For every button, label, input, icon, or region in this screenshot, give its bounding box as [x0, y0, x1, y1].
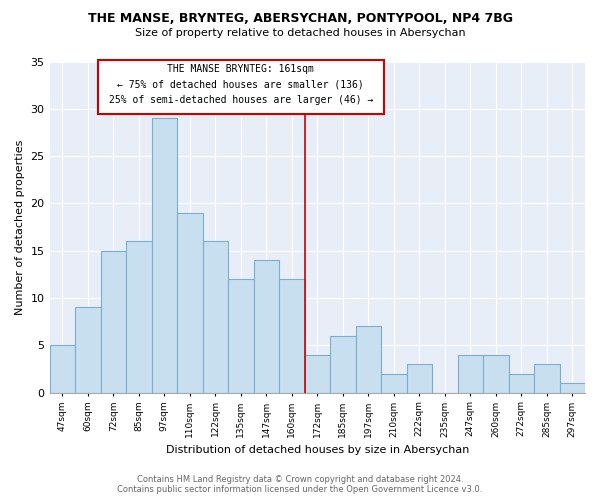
Bar — [381, 374, 407, 392]
Bar — [228, 279, 254, 392]
Bar — [560, 383, 585, 392]
Bar — [509, 374, 534, 392]
Bar — [458, 355, 483, 393]
Bar — [330, 336, 356, 392]
Bar — [75, 308, 101, 392]
X-axis label: Distribution of detached houses by size in Abersychan: Distribution of detached houses by size … — [166, 445, 469, 455]
Bar — [126, 242, 152, 392]
FancyBboxPatch shape — [98, 60, 383, 114]
Y-axis label: Number of detached properties: Number of detached properties — [15, 140, 25, 315]
Bar — [356, 326, 381, 392]
Text: THE MANSE, BRYNTEG, ABERSYCHAN, PONTYPOOL, NP4 7BG: THE MANSE, BRYNTEG, ABERSYCHAN, PONTYPOO… — [88, 12, 512, 26]
Bar — [254, 260, 279, 392]
Bar — [534, 364, 560, 392]
Bar — [305, 355, 330, 393]
Bar — [279, 279, 305, 392]
Text: Size of property relative to detached houses in Abersychan: Size of property relative to detached ho… — [134, 28, 466, 38]
Bar — [101, 250, 126, 392]
Text: Contains HM Land Registry data © Crown copyright and database right 2024.
Contai: Contains HM Land Registry data © Crown c… — [118, 474, 482, 494]
Text: THE MANSE BRYNTEG: 161sqm: THE MANSE BRYNTEG: 161sqm — [167, 64, 314, 74]
Text: ← 75% of detached houses are smaller (136): ← 75% of detached houses are smaller (13… — [118, 80, 364, 90]
Bar — [203, 242, 228, 392]
Bar — [407, 364, 432, 392]
Bar — [50, 346, 75, 393]
Bar — [177, 213, 203, 392]
Bar — [152, 118, 177, 392]
Bar — [483, 355, 509, 393]
Text: 25% of semi-detached houses are larger (46) →: 25% of semi-detached houses are larger (… — [109, 94, 373, 104]
